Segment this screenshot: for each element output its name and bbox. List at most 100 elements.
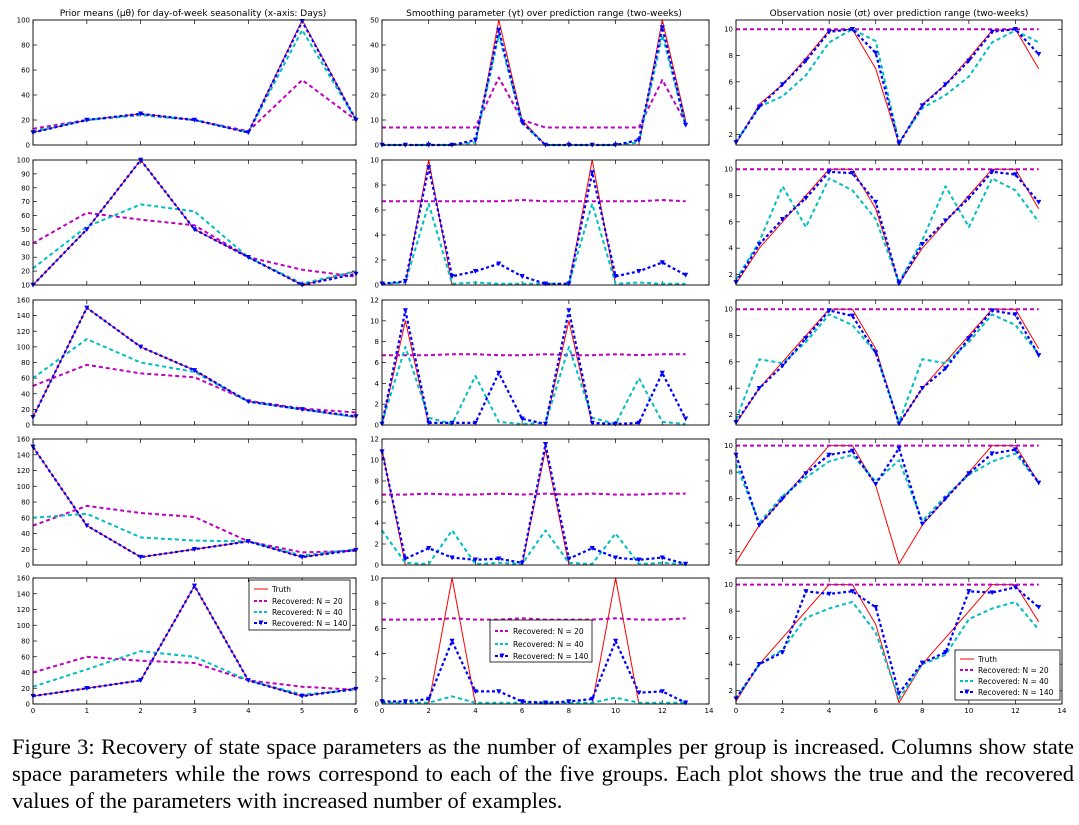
y-tick-label: 2 xyxy=(729,548,733,556)
series-line-truth xyxy=(32,446,357,558)
point-marker-n140 xyxy=(942,366,949,372)
point-marker-n140 xyxy=(519,120,525,126)
y-tick-label: 6 xyxy=(729,495,734,503)
point-marker-n140 xyxy=(873,50,879,56)
series-line-n20 xyxy=(382,76,687,129)
y-tick-label: 2 xyxy=(729,271,733,279)
x-tick-label: 2 xyxy=(426,707,430,715)
point-marker-n140 xyxy=(191,368,198,373)
y-tick-label: 2 xyxy=(729,131,733,139)
axes-frame xyxy=(381,577,710,705)
subplot-r2-c2: 0 2 4 6 8 10 xyxy=(370,157,710,290)
subplot-r5-c2: 0 2 4 6 8 10 0 2 4 6 8 10 12 14 xyxy=(370,575,714,716)
column-title-observation-noise: Observation nosie (σt) over prediction r… xyxy=(770,9,1029,19)
point-marker-n140 xyxy=(826,452,832,458)
x-tick-label: 6 xyxy=(873,707,878,715)
point-marker-n140 xyxy=(826,591,832,597)
y-tick-label: 80 xyxy=(21,42,30,50)
series-line-n40 xyxy=(381,202,686,285)
series-line-truth xyxy=(735,445,1040,565)
point-marker-n140 xyxy=(1036,199,1042,205)
y-tick-label: 20 xyxy=(21,406,30,414)
series-line-n140 xyxy=(735,586,1040,700)
y-tick-label: 10 xyxy=(370,317,379,325)
point-marker-n140 xyxy=(826,29,832,35)
subplot-r2-c1: 10 20 30 40 50 60 70 80 90 100 xyxy=(17,157,359,290)
axes-frame xyxy=(32,299,357,426)
point-marker-n140 xyxy=(849,448,856,454)
point-marker-n140 xyxy=(496,689,502,694)
point-marker-n140 xyxy=(299,693,305,699)
subplot-r4-c1: 0 20 40 60 80 100 120 140 160 xyxy=(17,436,359,570)
point-marker-n140 xyxy=(496,261,502,267)
series-line-n140 xyxy=(381,166,687,285)
axes-frame xyxy=(735,159,1063,286)
y-tick-label: 10 xyxy=(724,26,733,34)
subplot-r1-c2: 0 10 20 30 40 50 xyxy=(370,17,710,150)
y-tick-label: 6 xyxy=(375,207,380,215)
x-tick-label: 8 xyxy=(920,707,924,715)
series-line-n140 xyxy=(32,446,357,559)
point-marker-n140 xyxy=(803,195,809,201)
y-tick-label: 10 xyxy=(724,581,733,589)
point-marker-n140 xyxy=(472,689,479,694)
point-marker-n140 xyxy=(803,471,809,477)
point-marker-n140 xyxy=(636,557,642,563)
legend-n20-label: Recovered: N = 20 xyxy=(978,666,1049,675)
point-marker-n140 xyxy=(299,554,305,560)
y-tick-label: 0 xyxy=(26,562,30,570)
point-marker-n140 xyxy=(873,350,879,356)
series-line-n40 xyxy=(381,345,686,425)
y-tick-label: 2 xyxy=(375,675,379,683)
point-marker-n140 xyxy=(299,407,305,412)
point-marker-n140 xyxy=(683,561,689,567)
point-marker-n140 xyxy=(683,416,689,422)
legend-n40-label: Recovered: N = 40 xyxy=(513,640,584,649)
y-tick-label: 10 xyxy=(724,306,733,314)
series-line-truth xyxy=(32,307,357,418)
point-marker-n140 xyxy=(1012,172,1019,178)
y-tick-label: 6 xyxy=(729,634,734,642)
axes-frame xyxy=(32,438,357,566)
point-marker-n140 xyxy=(1036,480,1042,486)
point-marker-n140 xyxy=(542,421,549,427)
point-marker-n140 xyxy=(919,242,925,247)
y-tick-label: 100 xyxy=(17,17,30,25)
legend-n20-label: Recovered: N = 20 xyxy=(513,627,584,636)
y-tick-label: 0 xyxy=(26,422,30,430)
point-marker-n140 xyxy=(449,638,455,644)
y-tick-label: 0 xyxy=(375,282,379,290)
y-tick-label: 20 xyxy=(370,92,379,100)
point-marker-n140 xyxy=(659,260,665,266)
point-marker-n140 xyxy=(84,227,90,233)
y-tick-label: 6 xyxy=(729,78,734,86)
series-line-n40 xyxy=(381,529,686,565)
x-tick-label: 10 xyxy=(611,707,620,715)
x-tick-label: 0 xyxy=(734,707,738,715)
y-tick-label: 8 xyxy=(375,182,379,190)
point-marker-n140 xyxy=(683,700,689,706)
point-marker-n140 xyxy=(966,471,972,477)
y-tick-label: 6 xyxy=(375,625,380,633)
point-marker-n140 xyxy=(756,523,762,528)
point-marker-n140 xyxy=(966,195,972,201)
y-tick-label: 40 xyxy=(21,92,30,100)
series-line-n40 xyxy=(32,203,357,285)
y-tick-label: 100 xyxy=(17,622,30,630)
series-line-n140 xyxy=(380,309,687,426)
point-marker-n140 xyxy=(589,546,595,551)
legend-prior-means: Truth Recovered: N = 20 Recovered: N = 4… xyxy=(248,579,351,631)
figure-caption: Figure 3: Recovery of state space parame… xyxy=(12,734,1074,813)
point-marker-n140 xyxy=(566,699,572,705)
point-marker-n140 xyxy=(826,169,832,175)
axes-frame xyxy=(735,299,1063,426)
series-line-n20 xyxy=(32,363,357,414)
point-marker-n140 xyxy=(542,700,549,706)
point-marker-n140 xyxy=(84,117,90,123)
x-tick-label: 6 xyxy=(520,707,525,715)
y-tick-label: 50 xyxy=(370,17,379,25)
y-tick-label: 0 xyxy=(26,142,30,150)
y-tick-label: 4 xyxy=(729,245,734,253)
point-marker-n140 xyxy=(942,650,949,655)
subplot-r5-c3: 2 4 6 8 10 0 2 4 6 8 10 12 14 xyxy=(724,577,1067,715)
